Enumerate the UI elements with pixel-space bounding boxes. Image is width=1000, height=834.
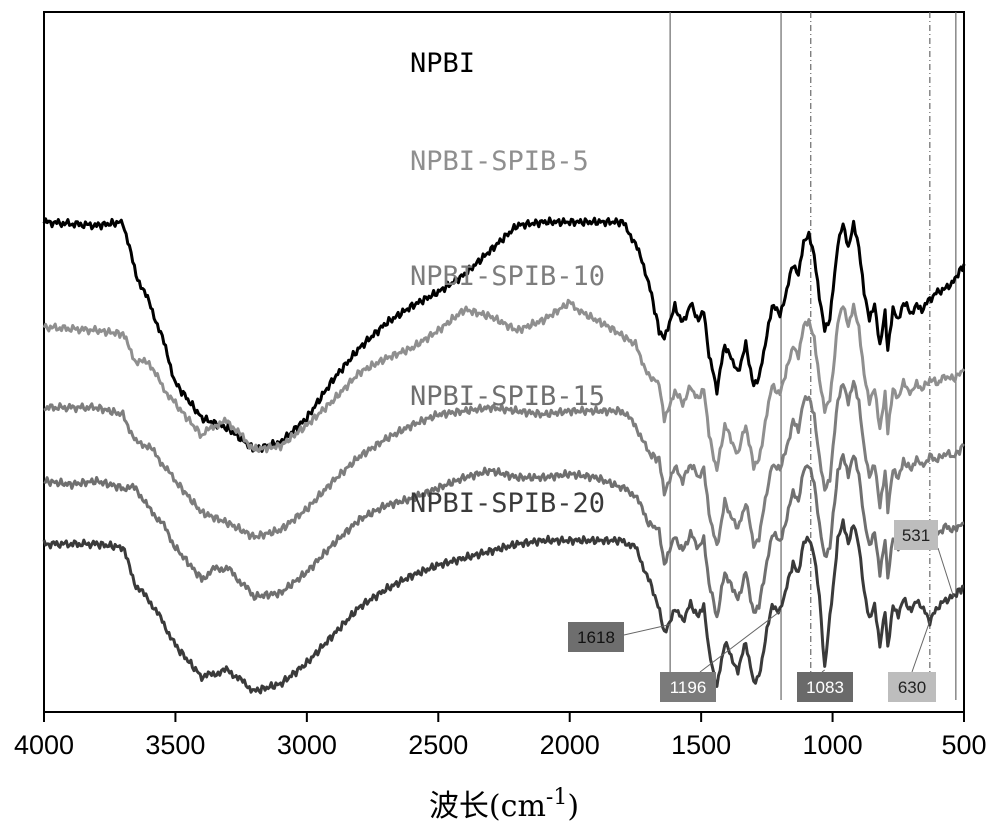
x-axis-label: 波长(cm-1)	[429, 785, 579, 824]
series-line-4	[44, 520, 964, 693]
annotation-label-630: 630	[898, 678, 926, 697]
x-tick-label-500: 500	[941, 730, 986, 760]
x-tick-label-2500: 2500	[408, 730, 468, 760]
x-axis: 4000 3500 3000 2500 2000 1500 1000 500	[14, 712, 987, 760]
x-tick-label-2000: 2000	[540, 730, 600, 760]
x-tick-label-3000: 3000	[277, 730, 337, 760]
annotation-label-531: 531	[902, 526, 930, 545]
series-label-3: NPBI-SPIB-15	[410, 381, 605, 412]
series-label-2: NPBI-SPIB-10	[410, 261, 605, 292]
series-label-1: NPBI-SPIB-5	[410, 146, 589, 177]
series-line-0	[44, 218, 964, 452]
annotation-label-1618: 1618	[577, 628, 615, 647]
plot-frame	[44, 12, 964, 712]
annotation-leader-531	[938, 548, 953, 597]
series-line-3	[44, 455, 964, 617]
annotation-leader-630	[912, 621, 930, 672]
annotation-label-1083: 1083	[806, 678, 844, 697]
x-tick-label-1000: 1000	[803, 730, 863, 760]
annotation-label-1196: 1196	[670, 678, 707, 697]
x-tick-label-1500: 1500	[671, 730, 731, 760]
x-tick-label-3500: 3500	[145, 730, 205, 760]
series-labels: NPBI NPBI-SPIB-5 NPBI-SPIB-10 NPBI-SPIB-15 N…	[410, 48, 605, 519]
series-label-0: NPBI	[410, 48, 475, 79]
annotation-leader-1083	[822, 670, 825, 672]
series-label-4: NPBI-SPIB-20	[410, 488, 605, 519]
x-tick-label-4000: 4000	[14, 730, 74, 760]
